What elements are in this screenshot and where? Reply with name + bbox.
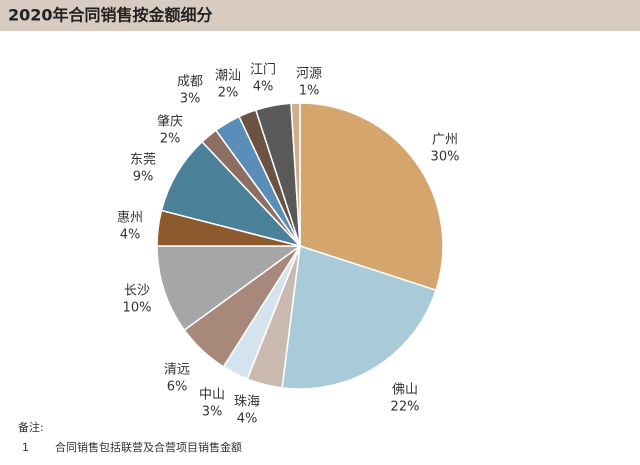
- slice-value: 22%: [391, 400, 420, 415]
- slice-name: 珠海: [234, 395, 260, 410]
- chart-title: 2020年合同销售按金额细分: [8, 6, 213, 25]
- slice-name: 长沙: [124, 284, 150, 299]
- pie-slice: [160, 140, 303, 248]
- slice-name: 肇庆: [157, 115, 183, 130]
- pie-slice: [290, 102, 301, 247]
- slice-name: 成都: [177, 75, 203, 90]
- slice-value: 1%: [299, 84, 320, 99]
- slice-value: 30%: [431, 150, 460, 165]
- slice-name: 惠州: [117, 211, 143, 226]
- slice-value: 3%: [202, 405, 223, 420]
- title-bar: [0, 0, 640, 31]
- slice-name: 广州: [432, 133, 458, 148]
- slice-name: 潮汕: [215, 69, 241, 84]
- slice-value: 2%: [218, 86, 239, 101]
- note-number: 1: [22, 441, 29, 454]
- slice-value: 6%: [167, 380, 188, 395]
- slice-name: 清远: [164, 363, 190, 378]
- slice-value: 3%: [180, 92, 201, 107]
- slice-name: 佛山: [392, 383, 418, 398]
- slice-name: 中山: [199, 388, 225, 403]
- note-heading: 备注:: [18, 420, 44, 434]
- slice-name: 东莞: [130, 153, 156, 168]
- slice-value: 2%: [160, 132, 181, 147]
- pie-slice: [156, 245, 303, 332]
- slice-name: 河源: [296, 67, 322, 82]
- slice-value: 4%: [120, 228, 141, 243]
- slice-value: 10%: [123, 301, 152, 316]
- slice-value: 4%: [253, 80, 274, 95]
- slice-value: 9%: [133, 170, 154, 185]
- slice-name: 江门: [250, 63, 276, 78]
- slice-value: 4%: [237, 412, 258, 427]
- pie-slice: [299, 102, 444, 292]
- note-text: 合同销售包括联营及合营项目销售金额: [55, 440, 242, 454]
- pie-slice: [281, 245, 437, 390]
